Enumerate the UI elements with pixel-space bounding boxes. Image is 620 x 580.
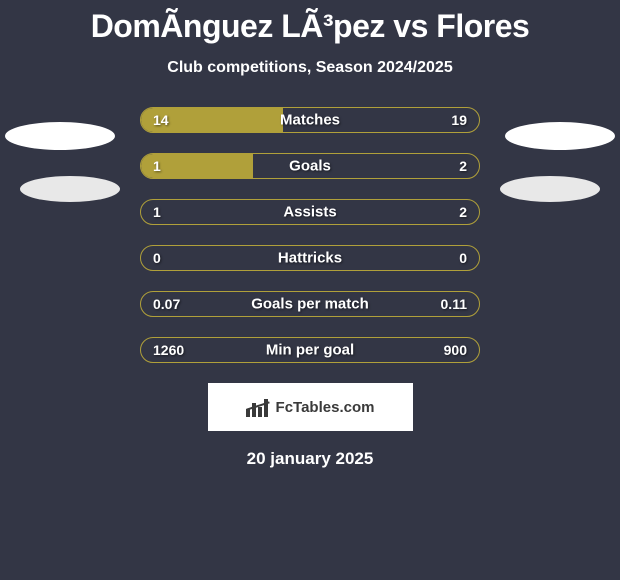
stat-label: Min per goal	[266, 342, 354, 359]
stat-label: Assists	[283, 204, 336, 221]
stat-row-min-per-goal: 1260 Min per goal 900	[140, 337, 480, 363]
stat-label: Goals	[289, 158, 331, 175]
stat-row-assists: 1 Assists 2	[140, 199, 480, 225]
stat-row-hattricks: 0 Hattricks 0	[140, 245, 480, 271]
stat-value-left: 14	[153, 112, 169, 128]
stat-value-right: 900	[444, 342, 467, 358]
stat-value-left: 1260	[153, 342, 184, 358]
source-logo-box: FcTables.com	[208, 383, 413, 431]
decoration-ellipse-right-2	[500, 176, 600, 202]
decoration-ellipse-left-1	[5, 122, 115, 150]
stat-value-right: 2	[459, 158, 467, 174]
decoration-ellipse-right-1	[505, 122, 615, 150]
stat-label: Goals per match	[251, 296, 369, 313]
stat-row-matches: 14 Matches 19	[140, 107, 480, 133]
stat-value-right: 19	[451, 112, 467, 128]
stat-value-right: 0.11	[441, 296, 467, 312]
stat-label: Hattricks	[278, 250, 342, 267]
stat-row-goals: 1 Goals 2	[140, 153, 480, 179]
stat-value-left: 0.07	[153, 296, 180, 312]
stat-value-left: 1	[153, 204, 161, 220]
stat-value-left: 0	[153, 250, 161, 266]
stat-label: Matches	[280, 112, 340, 129]
stat-value-right: 2	[459, 204, 467, 220]
decoration-ellipse-left-2	[20, 176, 120, 202]
source-logo-text: FcTables.com	[276, 399, 375, 416]
comparison-subtitle: Club competitions, Season 2024/2025	[0, 59, 620, 77]
fctables-icon	[246, 397, 270, 417]
comparison-date: 20 january 2025	[0, 449, 620, 469]
stat-value-right: 0	[459, 250, 467, 266]
stat-row-goals-per-match: 0.07 Goals per match 0.11	[140, 291, 480, 317]
comparison-title: DomÃ­nguez LÃ³pez vs Flores	[0, 0, 620, 45]
stat-value-left: 1	[153, 158, 161, 174]
